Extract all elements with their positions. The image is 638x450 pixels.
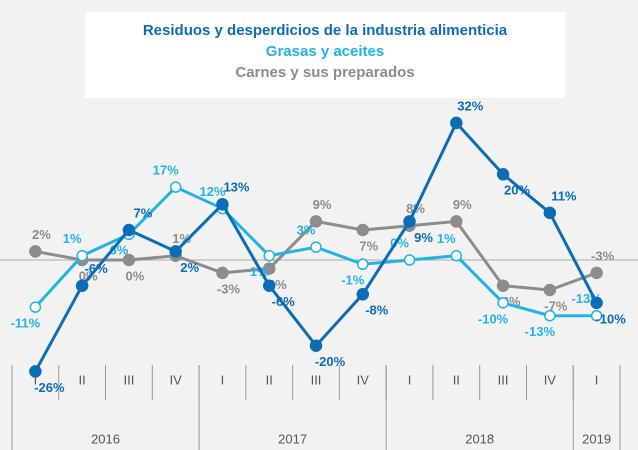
point — [497, 297, 509, 309]
data-label: 2% — [32, 227, 51, 242]
data-label: 17% — [153, 163, 179, 178]
point — [450, 116, 463, 130]
point — [75, 279, 89, 292]
data-label: 7% — [134, 205, 153, 220]
data-label: 12% — [199, 184, 225, 199]
point — [356, 288, 370, 301]
point — [262, 279, 276, 292]
x-tick-label: III — [498, 372, 509, 387]
point — [169, 181, 182, 193]
data-label: 7% — [359, 238, 378, 253]
point — [543, 206, 557, 220]
x-tick-label: III — [311, 372, 322, 387]
point — [309, 215, 323, 228]
x-tick-label: II — [79, 372, 86, 387]
x-tick-label: I — [34, 372, 38, 387]
data-label: 9% — [414, 230, 433, 245]
point — [357, 258, 369, 271]
data-label: -3% — [591, 248, 615, 263]
point — [309, 339, 323, 352]
legend-title: Carnes y sus preparados — [235, 64, 414, 81]
x-tick-label: II — [266, 372, 273, 387]
point — [169, 245, 182, 258]
point — [29, 365, 42, 378]
x-tick-label: IV — [544, 372, 557, 387]
point — [29, 301, 42, 313]
data-label: -10% — [478, 311, 509, 326]
point — [122, 253, 136, 267]
data-label: -7% — [544, 298, 568, 313]
data-label: -13% — [525, 324, 556, 339]
data-label: 11% — [551, 188, 577, 203]
x-tick-label: I — [595, 372, 599, 387]
data-label: 20% — [504, 183, 530, 198]
x-group-label: 2018 — [465, 431, 494, 446]
data-label: 32% — [457, 98, 483, 113]
data-label: -20% — [315, 354, 346, 369]
data-label: -1% — [341, 273, 365, 288]
data-label: 1% — [63, 231, 82, 246]
x-group-label: 2016 — [91, 431, 120, 446]
data-label: -10% — [595, 311, 626, 326]
data-label: -8% — [365, 303, 389, 318]
point — [29, 245, 42, 258]
title-box — [85, 12, 565, 98]
point — [590, 296, 603, 310]
x-tick-label: IV — [357, 372, 370, 387]
point — [544, 309, 556, 322]
data-label: -6% — [85, 261, 109, 276]
point — [403, 254, 416, 266]
point — [496, 279, 510, 292]
data-label: 9% — [313, 197, 332, 212]
x-group-label: 2019 — [582, 431, 611, 446]
x-group-label: 2017 — [278, 431, 307, 446]
x-tick-label: I — [221, 372, 225, 387]
data-label: 2% — [180, 260, 199, 275]
data-label: -3% — [217, 281, 241, 296]
point — [122, 223, 136, 237]
point — [356, 223, 370, 237]
point — [262, 262, 276, 275]
point — [216, 198, 229, 211]
point — [310, 241, 322, 253]
point — [216, 266, 229, 280]
data-label: -11% — [11, 316, 41, 331]
point — [590, 266, 603, 280]
point — [590, 309, 603, 322]
x-tick-label: III — [124, 372, 135, 387]
point — [496, 168, 510, 181]
x-tick-label: IV — [170, 372, 183, 387]
legend-title: Residuos y desperdicios de la industria … — [143, 22, 508, 39]
legend-title: Grasas y aceites — [266, 43, 384, 60]
data-label: 1% — [437, 231, 456, 246]
point — [76, 249, 88, 262]
data-label: 0% — [126, 268, 145, 283]
data-label: 3% — [297, 223, 316, 238]
point — [543, 283, 557, 297]
data-label: 13% — [223, 180, 249, 195]
point — [263, 249, 275, 262]
point — [403, 215, 416, 228]
point — [450, 249, 463, 262]
data-label: -6% — [272, 294, 296, 309]
x-tick-label: II — [453, 372, 460, 387]
data-label: -26% — [34, 380, 65, 395]
x-tick-label: I — [408, 372, 412, 387]
data-label: 9% — [453, 197, 472, 212]
point — [450, 215, 463, 228]
